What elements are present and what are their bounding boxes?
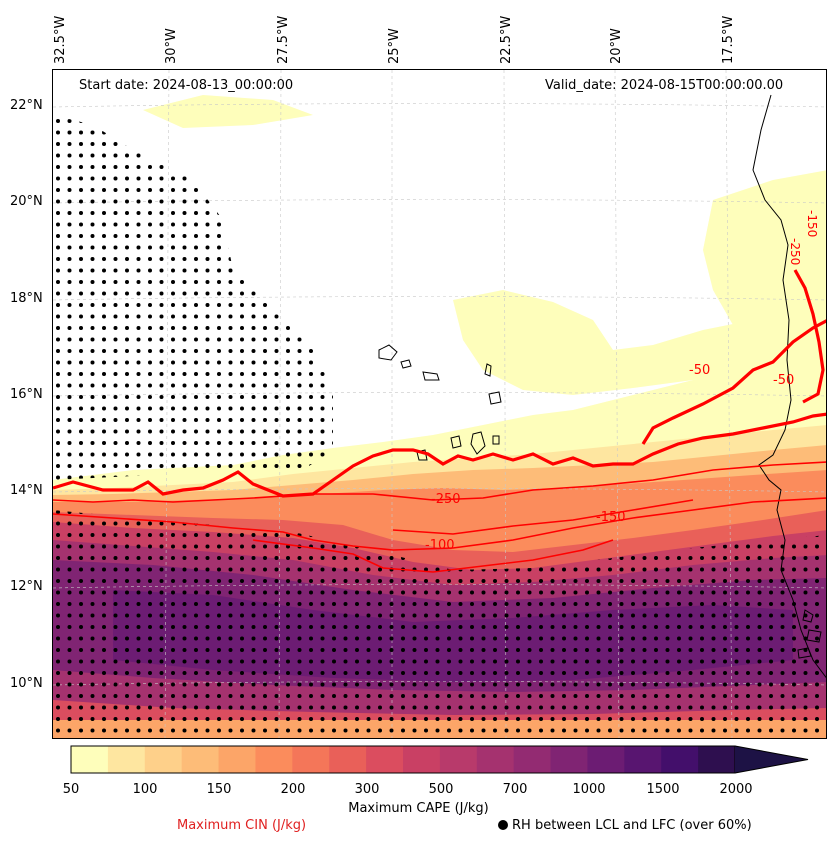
lon-label-17-5w: 17.5°W xyxy=(721,15,736,64)
lat-label-22n: 22°N xyxy=(10,98,43,113)
cape-colorbar xyxy=(70,745,809,774)
lat-label-10n: 10°N xyxy=(10,676,43,691)
lat-label-12n: 12°N xyxy=(10,579,43,594)
grid-lat-14 xyxy=(53,488,826,493)
cin-contour-labels: -250 -150 -100 -50 -50 -250 -150 xyxy=(425,210,819,553)
colorbar-cell xyxy=(144,746,183,773)
lon-label-27-5w: 27.5°W xyxy=(276,15,291,64)
cin-contour-thin-3 xyxy=(252,539,614,573)
lon-label-32-5w: 32.5°W xyxy=(53,15,68,64)
rh-stipple-south xyxy=(53,510,826,738)
valid-date-label: Valid_date: 2024-08-15T00:00:00.00 xyxy=(545,78,784,93)
island-santiago xyxy=(470,431,486,455)
rh-dot-icon xyxy=(498,820,508,830)
rh-stippling xyxy=(53,115,826,738)
legend-rh-label: RH between LCL and LFC (over 60%) xyxy=(512,818,752,833)
island-fogo xyxy=(450,435,462,449)
cin-contour-thick-north xyxy=(641,319,826,445)
colorbar-tick-200: 200 xyxy=(280,782,306,797)
colorbar-cell xyxy=(218,746,256,773)
colorbar-tick-700: 700 xyxy=(502,782,528,797)
colorbar-tick-1000: 1000 xyxy=(572,782,606,797)
coastline xyxy=(378,94,826,679)
lon-label-22-5w: 22.5°W xyxy=(499,15,514,64)
legend-rh: RH between LCL and LFC (over 60%) xyxy=(498,818,752,833)
island-santo-antao xyxy=(378,344,398,361)
cin-contour-thin-1 xyxy=(53,461,826,503)
grid-lat-22 xyxy=(53,103,826,108)
cin-contour-thick xyxy=(53,412,826,498)
colorbar-tick-150: 150 xyxy=(206,782,232,797)
lat-label-16n: 16°N xyxy=(10,387,43,402)
colorbar-tick-300: 300 xyxy=(354,782,380,797)
colorbar-cell xyxy=(513,746,552,773)
rh-stipple-nw xyxy=(53,115,333,480)
cin-label-50-b: -50 xyxy=(773,373,794,388)
lon-label-25w: 25°W xyxy=(387,28,402,64)
island-brava xyxy=(416,449,428,461)
cin-label-250-a: -250 xyxy=(431,492,461,507)
colorbar-tick-100: 100 xyxy=(132,782,158,797)
colorbar-cell xyxy=(550,746,588,773)
colorbar-cell xyxy=(403,746,441,773)
start-date-label: Start date: 2024-08-13_00:00:00 xyxy=(79,78,294,93)
colorbar-tick-1500: 1500 xyxy=(646,782,680,797)
colorbar-cell xyxy=(292,746,330,773)
lat-label-14n: 14°N xyxy=(10,483,43,498)
colorbar-cell xyxy=(661,746,699,773)
africa-coast xyxy=(752,94,826,679)
colorbar-cell xyxy=(698,746,736,773)
colorbar-extend-arrow xyxy=(734,745,809,774)
island-sao-vicente xyxy=(400,359,412,369)
colorbar-cell xyxy=(366,746,404,773)
colorbar-cell xyxy=(71,746,109,773)
lat-label-20n: 20°N xyxy=(10,194,43,209)
cin-contour-thin-2 xyxy=(53,497,826,551)
lon-label-30w: 30°W xyxy=(164,28,179,64)
cin-label-50-a: -50 xyxy=(689,363,710,378)
island-maio xyxy=(492,435,500,445)
lon-label-20w: 20°W xyxy=(609,28,624,64)
colorbar-cell xyxy=(181,746,220,773)
island-sao-nicolau xyxy=(422,371,440,381)
colorbar-cell xyxy=(439,746,478,773)
cin-contour-thin-4 xyxy=(392,499,694,535)
colorbar-cell xyxy=(329,746,367,773)
colorbar-title: Maximum CAPE (J/kg) xyxy=(348,801,489,816)
cin-contours xyxy=(53,269,826,573)
bijagos-islands xyxy=(797,609,822,659)
cin-label-250-b: -250 xyxy=(788,238,802,265)
cin-label-150-b: -150 xyxy=(805,210,819,237)
colorbar-tick-2000: 2000 xyxy=(719,782,753,797)
map-canvas: -250 -150 -100 -50 -50 -250 -150 xyxy=(53,70,826,738)
colorbar-cell xyxy=(624,746,662,773)
colorbar-tick-50: 50 xyxy=(62,782,80,797)
cin-contour-thick-coast xyxy=(793,269,825,404)
colorbar-cells xyxy=(71,746,736,773)
island-sal xyxy=(484,363,492,377)
island-boa-vista xyxy=(488,391,502,405)
cape-coast-patch xyxy=(703,170,826,325)
colorbar-tick-500: 500 xyxy=(428,782,454,797)
colorbar-cell xyxy=(255,746,293,773)
cin-label-100: -100 xyxy=(425,538,455,553)
lat-label-18n: 18°N xyxy=(10,291,43,306)
colorbar-cell xyxy=(107,746,146,773)
cape-top-patch xyxy=(143,95,313,128)
legend-cin: Maximum CIN (J/kg) xyxy=(177,818,307,833)
colorbar-cell xyxy=(476,746,515,773)
map-panel[interactable]: -250 -150 -100 -50 -50 -250 -150 xyxy=(52,69,827,739)
cape-north-patch xyxy=(453,290,826,395)
colorbar-cell xyxy=(587,746,625,773)
cin-label-150-a: -150 xyxy=(596,510,626,525)
